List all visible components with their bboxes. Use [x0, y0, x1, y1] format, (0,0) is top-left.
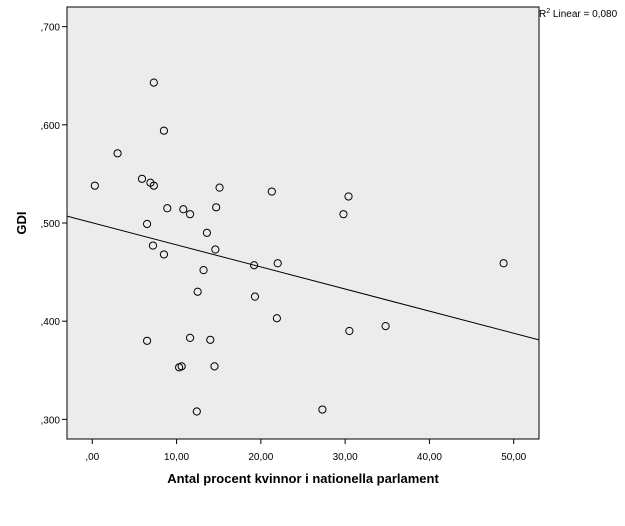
- data-point: [113, 149, 122, 158]
- x-axis: ,00 10,00 20,00 30,00 40,00 50,00: [85, 439, 527, 463]
- data-point: [345, 326, 354, 336]
- data-point: [177, 362, 186, 371]
- data-point: [185, 333, 195, 342]
- data-point: [267, 187, 276, 196]
- x-tick-label: 40,00: [417, 452, 442, 463]
- x-tick-label: ,00: [85, 452, 99, 463]
- fit-line: [66, 215, 540, 341]
- data-point: [250, 261, 259, 270]
- y-tick-label: ,600: [41, 121, 61, 132]
- data-point: [149, 78, 158, 87]
- data-point: [149, 181, 158, 190]
- data-point: [159, 126, 169, 135]
- x-tick-label: 50,00: [501, 452, 526, 463]
- data-point: [185, 210, 195, 219]
- data-point: [210, 362, 219, 371]
- data-point: [148, 241, 158, 250]
- data-point: [272, 314, 281, 323]
- y-tick-label: ,300: [41, 415, 61, 426]
- y-tick-label: ,700: [41, 23, 61, 34]
- data-point: [142, 219, 152, 229]
- x-axis-title: Antal procent kvinnor i nationella parla…: [167, 471, 439, 486]
- y-axis: ,300 ,400 ,500 ,600 ,700: [41, 23, 67, 426]
- data-point: [193, 287, 202, 296]
- r2-superscript: 2: [546, 8, 550, 15]
- data-point: [142, 336, 152, 345]
- data-point: [206, 335, 215, 344]
- r2-prefix: R: [539, 9, 546, 20]
- data-point: [344, 192, 353, 201]
- data-point: [90, 181, 99, 190]
- data-point: [215, 183, 224, 192]
- data-point: [199, 266, 208, 275]
- points-layer: [90, 78, 508, 416]
- data-point: [192, 407, 201, 416]
- plot-area: [66, 6, 540, 440]
- data-point: [318, 405, 327, 414]
- data-point: [250, 292, 260, 301]
- data-point: [499, 259, 508, 268]
- y-tick-label: ,500: [41, 219, 61, 230]
- x-tick-label: 20,00: [248, 452, 273, 463]
- y-tick-label: ,400: [41, 317, 61, 328]
- data-point: [163, 204, 172, 213]
- data-point: [273, 259, 282, 268]
- r2-label: R2 Linear = 0,080: [539, 8, 618, 20]
- data-point: [381, 321, 390, 331]
- data-point: [339, 210, 348, 219]
- data-point: [159, 250, 169, 259]
- data-point: [202, 228, 212, 237]
- x-tick-label: 10,00: [164, 452, 189, 463]
- r2-suffix: Linear = 0,080: [550, 9, 617, 20]
- data-point: [179, 205, 188, 214]
- y-axis-title: GDI: [14, 211, 29, 234]
- data-point: [137, 174, 147, 183]
- data-point: [211, 245, 220, 254]
- x-tick-label: 30,00: [333, 452, 358, 463]
- fit-line-layer: [66, 215, 540, 341]
- data-point: [212, 203, 221, 212]
